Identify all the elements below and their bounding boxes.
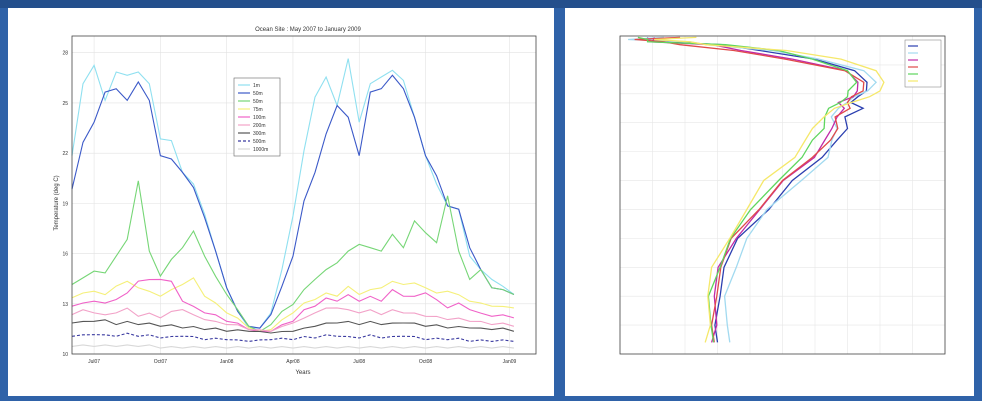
profile-line (646, 37, 868, 343)
series-line (71, 180, 515, 333)
grid (619, 35, 946, 355)
profile-line (634, 36, 865, 343)
legend-label: 500m (253, 139, 266, 145)
profile-line (649, 37, 859, 343)
plot-frame (71, 35, 537, 355)
legend-label: 100m (253, 115, 266, 121)
legend-label: 1m (253, 83, 260, 89)
series-lines (71, 58, 515, 349)
profile-line (628, 36, 878, 343)
y-tick-label: 22 (62, 151, 68, 157)
y-tick-label: 28 (62, 51, 68, 57)
chart-title: Ocean Site : May 2007 to January 2009 (255, 27, 361, 33)
y-tick-label: 19 (62, 201, 68, 207)
series-lines (628, 36, 885, 343)
depth-profile-chart (619, 35, 946, 355)
legend-label: 300m (253, 131, 266, 137)
series-line (71, 307, 515, 332)
series-line (71, 58, 515, 329)
series-line (71, 74, 515, 329)
y-tick-label: 25 (62, 101, 68, 107)
y-tick-label: 13 (62, 302, 68, 308)
x-tick-label: Apr08 (286, 359, 300, 365)
series-line (71, 278, 515, 333)
series-line (71, 344, 514, 349)
x-tick-label: Jul07 (88, 359, 100, 365)
axis-ticks: 10 13 16 19 22 25 28 Jul07 Oct07 Jan08 Apr08 Jul08 O… (62, 51, 516, 365)
legend-label: 50m (253, 99, 263, 105)
legend-label: 75m (253, 107, 263, 113)
legend-box (904, 39, 942, 88)
x-tick-label: Jan09 (503, 359, 517, 365)
y-tick-label: 10 (62, 352, 68, 358)
series-line (71, 277, 514, 333)
y-tick-label: 16 (62, 252, 68, 258)
y-axis-label: Temperature (deg C) (54, 175, 60, 230)
right-chart-panel (565, 8, 974, 396)
profile-line (654, 36, 885, 343)
x-tick-label: Oct07 (154, 359, 168, 365)
temperature-timeseries-chart: Ocean Site : May 2007 to January 2009 Ye… (54, 27, 537, 376)
plot-frame (619, 35, 946, 355)
legend-label: 50m (253, 91, 263, 97)
grid (72, 36, 536, 355)
x-tick-label: Jan08 (220, 359, 234, 365)
x-tick-label: Oct08 (419, 359, 433, 365)
x-axis-label: Years (295, 370, 310, 376)
legend (904, 39, 942, 88)
legend-label: 200m (253, 123, 266, 129)
left-chart-panel: Ocean Site : May 2007 to January 2009 Ye… (8, 8, 554, 396)
legend-label: 1000m (253, 147, 268, 153)
slide-top-band (0, 0, 982, 8)
x-tick-label: Jul08 (353, 359, 365, 365)
series-line (71, 319, 515, 334)
profile-line (637, 36, 858, 343)
legend: 1m 50m 50m 75m 100m 200m 300m 500m 1000m (233, 77, 281, 157)
